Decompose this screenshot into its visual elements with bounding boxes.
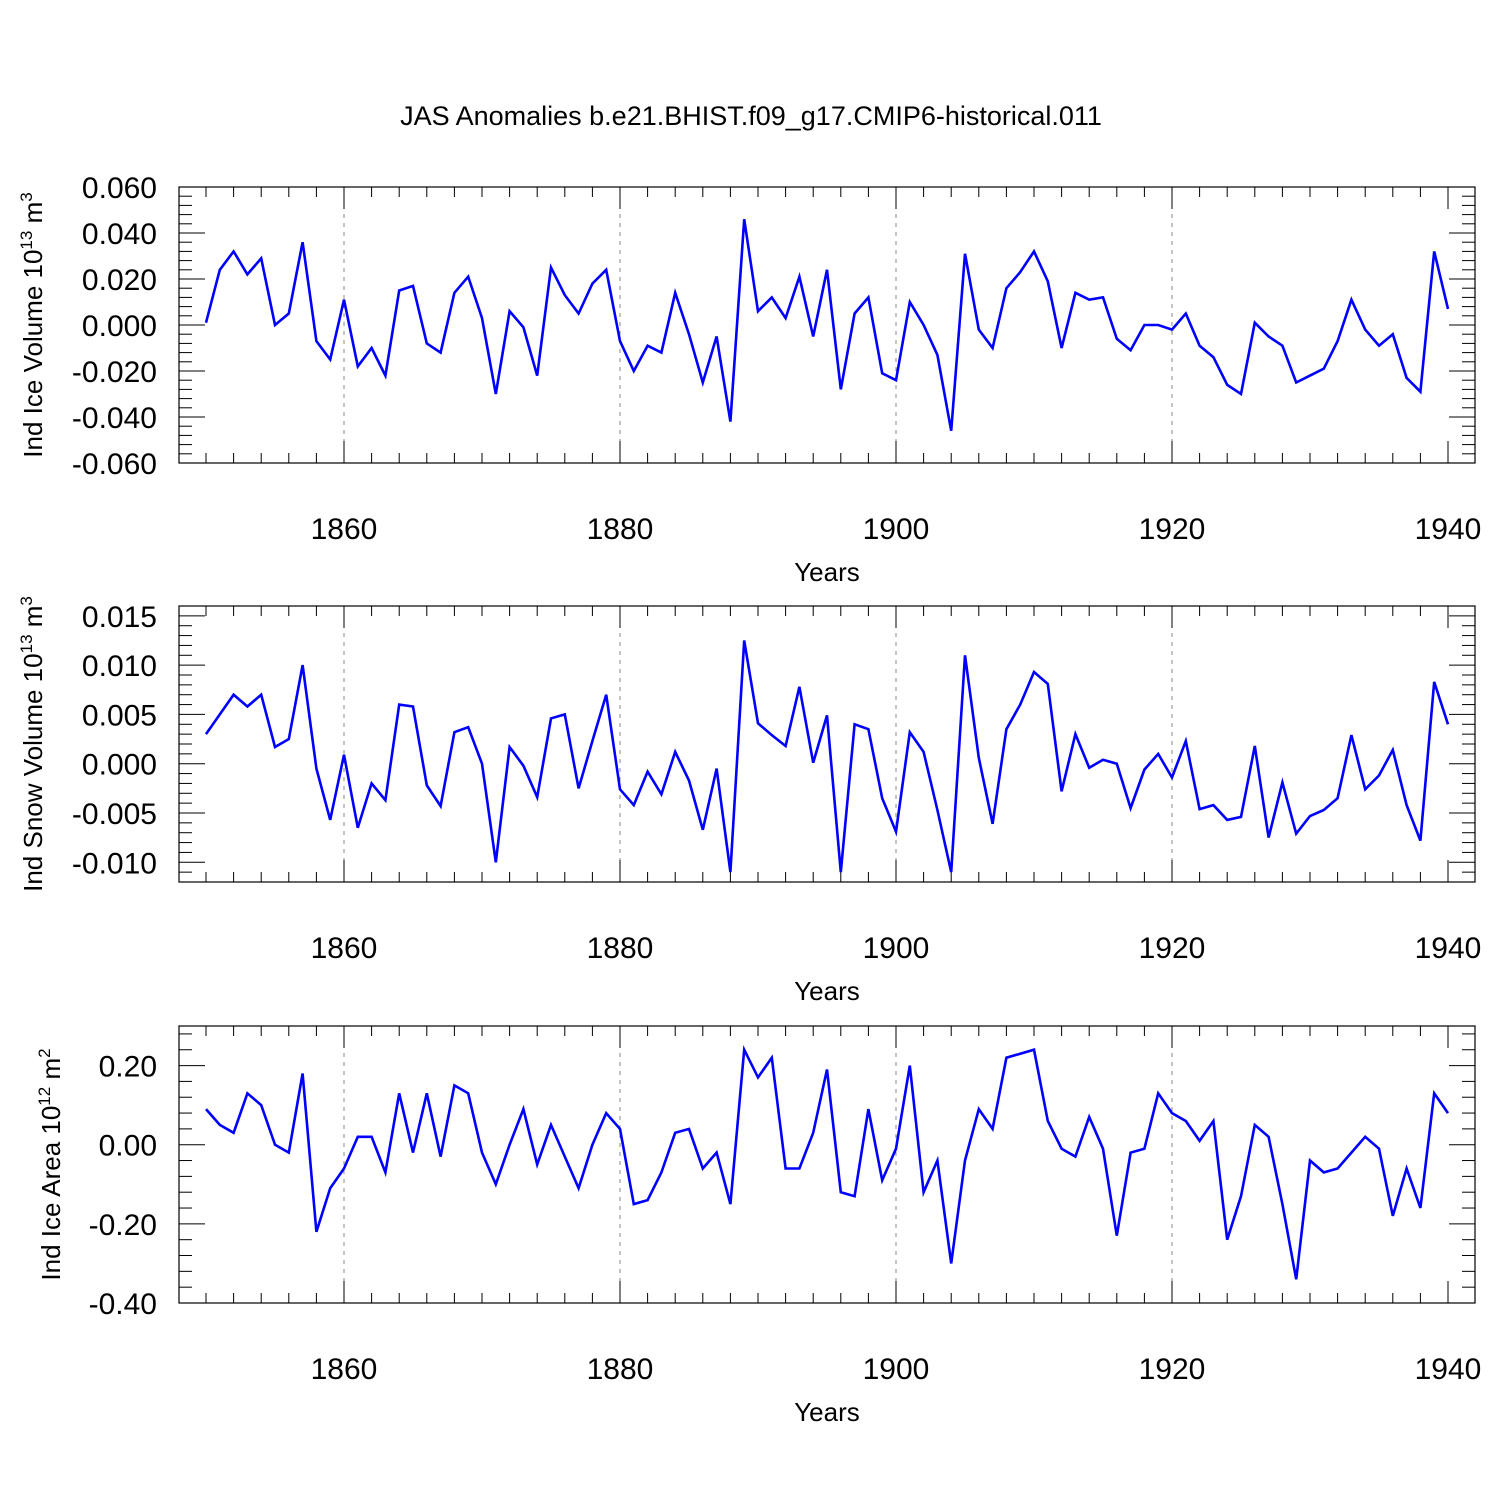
x-tick-label: 1920 [1139, 513, 1206, 546]
x-tick-label: 1940 [1415, 932, 1482, 965]
y-tick-label: 0.010 [82, 650, 157, 683]
x-tick-label: 1880 [587, 932, 654, 965]
y-tick-label: 0.060 [82, 172, 157, 205]
plot-frame [178, 1025, 1476, 1304]
x-tick-label: 1940 [1415, 1353, 1482, 1386]
y-axis-title-superscript: 13 [17, 634, 36, 653]
x-tick-label: 1920 [1139, 1353, 1206, 1386]
y-axis-title-superscript: 12 [35, 1087, 54, 1106]
y-axis-title: Ind Snow Volume 1013 m3 [17, 596, 48, 892]
y-tick-label: 0.00 [99, 1130, 157, 1163]
x-tick-label: 1880 [587, 1353, 654, 1386]
x-tick-label: 1860 [311, 513, 378, 546]
y-axis-title-part: m [36, 1058, 66, 1087]
y-axis-title-part: Ind Ice Volume 10 [18, 250, 48, 458]
x-tick-label: 1860 [311, 932, 378, 965]
y-tick-label: 0.040 [82, 218, 157, 251]
series-line [204, 219, 1450, 432]
y-tick-label: 0.020 [82, 264, 157, 297]
y-tick-label: -0.020 [72, 356, 157, 389]
plot-frame [178, 605, 1476, 883]
y-axis-title-superscript: 3 [17, 192, 36, 201]
x-tick-label: 1860 [311, 1353, 378, 1386]
y-tick-label: -0.005 [72, 798, 157, 831]
x-axis-title: Years [794, 557, 860, 587]
series-line [204, 640, 1450, 873]
chart-panel-2: 1860 1880 1900 1920 1940 -0.010 -0.005 0.000 0.0… [17, 596, 1482, 1006]
figure-title: JAS Anomalies b.e21.BHIST.f09_g17.CMIP6-… [400, 101, 1102, 131]
y-tick-label: -0.20 [89, 1209, 157, 1242]
plot-frame [178, 186, 1476, 464]
x-axis-title: Years [794, 1397, 860, 1427]
y-tick-label: -0.060 [72, 448, 157, 481]
series-line [205, 1045, 1450, 1280]
y-tick-label: 0.015 [82, 601, 157, 634]
y-axis-title: Ind Ice Area 1012 m2 [35, 1048, 66, 1280]
y-tick-label: 0.20 [99, 1051, 157, 1084]
y-tick-label: 0.000 [82, 310, 157, 343]
y-axis-title-part: Ind Ice Area 10 [36, 1106, 66, 1281]
y-axis-title-superscript: 13 [17, 231, 36, 250]
y-axis-title: Ind Ice Volume 1013 m3 [17, 192, 48, 457]
x-tick-label: 1880 [587, 513, 654, 546]
chart-panel-1: 1860 1880 1900 1920 1940 -0.060 -0.040 -0.020 0.… [17, 172, 1482, 587]
y-tick-label: -0.040 [72, 402, 157, 435]
y-axis-title-part: Ind Snow Volume 10 [18, 653, 48, 892]
x-tick-label: 1900 [863, 1353, 930, 1386]
x-axis-title: Years [794, 976, 860, 1006]
x-tick-label: 1920 [1139, 932, 1206, 965]
y-tick-label: 0.000 [82, 749, 157, 782]
y-axis-title-superscript: 3 [17, 596, 36, 605]
chart-panel-3: 1860 1880 1900 1920 1940 -0.40 -0.20 0.00 0.20 Ye… [35, 1025, 1482, 1427]
y-tick-label: 0.005 [82, 699, 157, 732]
y-axis-title-part: m [18, 606, 48, 635]
y-tick-label: -0.40 [89, 1288, 157, 1321]
x-tick-label: 1900 [863, 932, 930, 965]
x-tick-label: 1900 [863, 513, 930, 546]
y-axis-title-part: m [18, 202, 48, 231]
y-axis-title-superscript: 2 [35, 1048, 54, 1057]
y-tick-label: -0.010 [72, 847, 157, 880]
x-tick-label: 1940 [1415, 513, 1482, 546]
